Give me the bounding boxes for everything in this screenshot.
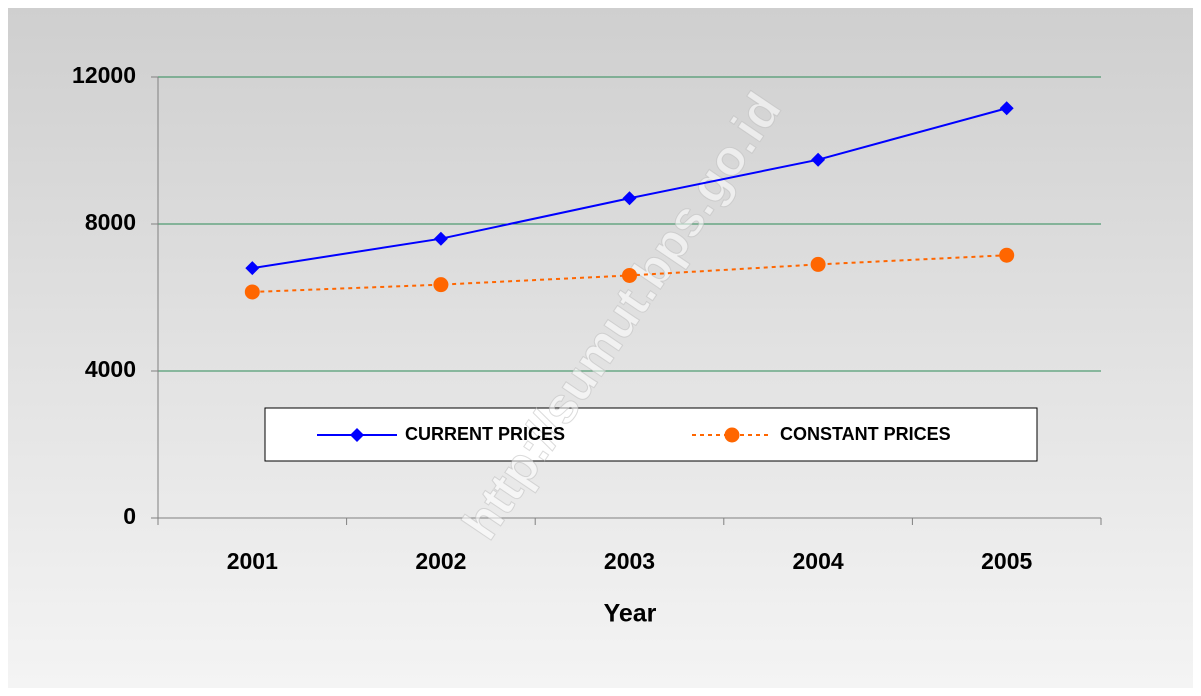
x-tick-label: 2003: [604, 548, 655, 574]
x-tick-label: 2001: [227, 548, 278, 574]
data-point: [622, 267, 637, 283]
x-tick-label: 2004: [793, 548, 844, 574]
legend-marker: [724, 427, 740, 443]
y-tick-label: 12000: [72, 62, 136, 88]
data-point: [622, 191, 637, 206]
data-point: [999, 247, 1015, 263]
legend-label: CURRENT PRICES: [405, 424, 565, 444]
data-point: [433, 277, 449, 293]
x-tick-label: 2002: [415, 548, 466, 574]
data-point: [245, 261, 260, 276]
y-tick-label: 8000: [85, 209, 136, 235]
data-point: [811, 152, 826, 167]
legend-label: CONSTANT PRICES: [780, 424, 951, 444]
x-tick-label: 2005: [981, 548, 1032, 574]
y-tick-label: 0: [123, 503, 136, 529]
x-axis-label: Year: [604, 600, 657, 628]
data-point: [999, 101, 1014, 116]
data-point: [244, 284, 260, 300]
background: [8, 8, 1193, 688]
data-point: [433, 231, 448, 246]
y-tick-label: 4000: [85, 356, 136, 382]
data-point: [810, 256, 826, 272]
legend-marker: [350, 428, 364, 442]
